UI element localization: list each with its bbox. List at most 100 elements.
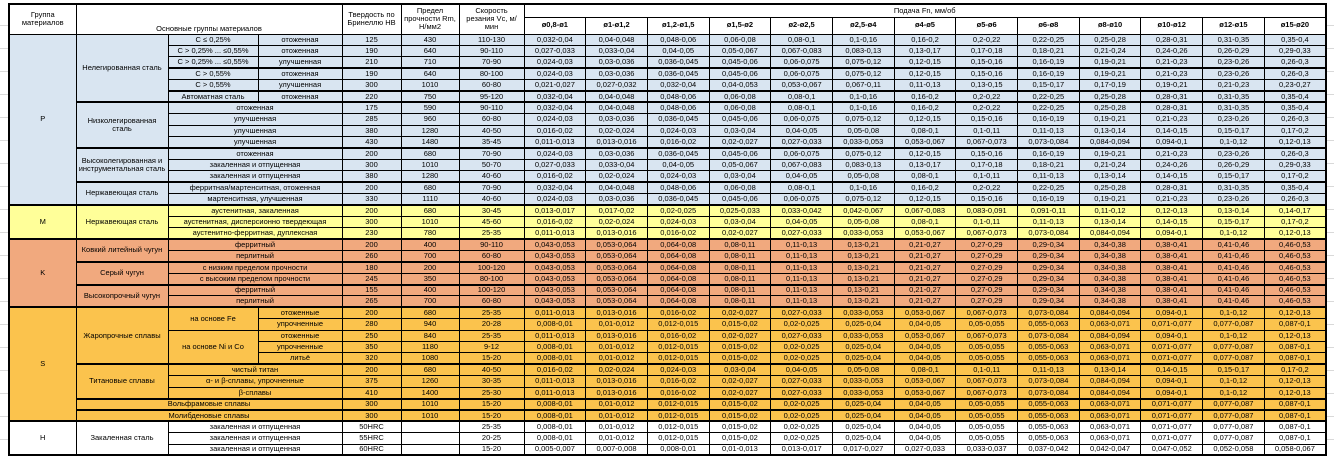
material-cell: 15-20	[458, 443, 525, 456]
feed-cell: 0,29-0,34	[1017, 272, 1080, 286]
material-cell: 400	[400, 283, 460, 297]
feed-cell: 0,075-0,12	[831, 113, 895, 126]
feed-cell: 0,045-0,06	[708, 56, 772, 69]
feed-cell: 0,032-0,04	[523, 101, 587, 115]
feed-cell: 0,04-0,05	[893, 318, 957, 331]
feed-cell: 0,083-0,13	[831, 158, 895, 172]
material-row: аустенитная, дисперсионно твердеющая 300 1…	[9, 215, 1327, 229]
feed-cell: 0,043-0,053	[523, 237, 587, 251]
feed-cell: 0,01-0,012	[585, 408, 648, 422]
feed-cell: 0,05-0,067	[708, 44, 772, 58]
material-cell: 200	[341, 181, 402, 194]
feed-cell: 0,008-0,01	[523, 397, 587, 411]
right-gridline-gutter	[1325, 3, 1334, 458]
material-cell: улучшенная	[257, 56, 343, 69]
feed-cell: 0,12-0,13	[1263, 386, 1327, 400]
material-cell: 300	[341, 158, 402, 172]
feed-cell: 0,26-0,29	[1202, 44, 1265, 58]
feed-cell: 0,091-0,11	[1017, 203, 1080, 217]
feed-cell: 0,025-0,04	[831, 408, 895, 422]
feed-cell: 0,46-0,53	[1263, 237, 1327, 251]
feed-cell: 0,01-0,012	[585, 341, 648, 354]
feed-cell: 0,17-0,18	[955, 158, 1019, 172]
feed-cell: 0,31-0,35	[1202, 101, 1265, 115]
feed-cell: 0,05-0,08	[831, 215, 895, 229]
material-cell: 260	[341, 249, 402, 263]
feed-cell: 0,071-0,077	[1140, 432, 1204, 445]
feed-cell: 0,2-0,22	[955, 33, 1019, 46]
feed-cell: 0,41-0,46	[1202, 272, 1265, 286]
feed-cell: 0,011-0,013	[523, 135, 587, 149]
feed-cell: 0,21-0,23	[1140, 192, 1204, 206]
feed-cell: 0,11-0,13	[1017, 363, 1080, 377]
feed-cell: 0,03-0,04	[708, 170, 772, 183]
feed-cell: 0,21-0,24	[1078, 158, 1142, 172]
feed-cell: 0,02-0,027	[708, 386, 772, 400]
feed-cell: 0,094-0,1	[1140, 135, 1204, 149]
feed-cell: 0,29-0,34	[1017, 295, 1080, 308]
feed-cell: 0,16-0,2	[893, 101, 957, 115]
diameter-header: ø1,5-ø2	[708, 16, 772, 35]
material-cell: Нелегированная сталь	[75, 33, 169, 103]
material-cell: 25-35	[458, 227, 525, 240]
material-cell: Серый чугун	[75, 260, 169, 286]
feed-cell: 0,017-0,027	[831, 443, 895, 456]
feed-cell: 0,053-0,067	[893, 386, 957, 400]
feed-cell: 0,033-0,053	[831, 227, 895, 240]
feed-cell: 0,12-0,13	[1263, 306, 1327, 320]
material-cell: 70-90	[458, 56, 525, 69]
feed-cell: 0,027-0,033	[770, 386, 833, 400]
material-row: мартенситная, улучшенная 330 1110 40-60 0,02…	[9, 192, 1327, 206]
feed-cell: 0,06-0,08	[708, 89, 772, 103]
material-cell: закаленная и отпущенная	[167, 158, 343, 172]
diameter-header: ø15-ø20	[1263, 16, 1327, 35]
feed-cell: 0,094-0,1	[1140, 329, 1204, 343]
feed-cell: 0,03-0,04	[708, 215, 772, 229]
material-cell: 60HRC	[341, 443, 402, 456]
material-cell: перлитный	[167, 249, 343, 263]
feed-cell: 0,042-0,047	[1078, 443, 1142, 456]
speed-column-header: Скорость резания Vc, м/мин	[458, 3, 525, 35]
material-cell: Титановые сплавы	[75, 363, 169, 400]
feed-cell: 0,04-0,053	[708, 79, 772, 92]
feed-cell: 0,46-0,53	[1263, 249, 1327, 263]
feed-cell: 0,016-0,02	[523, 124, 587, 138]
material-cell: Высоколегированная и инструментальная ст…	[75, 146, 169, 183]
feed-cell: 0,013-0,016	[585, 227, 648, 240]
feed-cell: 0,13-0,14	[1078, 215, 1142, 229]
material-cell: отоженная	[167, 101, 343, 115]
feed-cell: 0,04-0,05	[893, 341, 957, 354]
feed-cell: 0,11-0,13	[770, 249, 833, 263]
feed-cell: 0,15-0,16	[955, 113, 1019, 126]
feed-cell: 0,055-0,063	[1017, 432, 1080, 445]
material-cell: 60-80	[458, 79, 525, 92]
material-cell: чистый титан	[167, 363, 343, 377]
feed-cell: 0,04-0,05	[770, 215, 833, 229]
material-row: S Жаропрочные сплавы на основе Fe отоженные…	[8, 306, 1327, 422]
material-cell: 640	[400, 44, 460, 58]
material-cell: 940	[400, 318, 460, 331]
material-cell: 70-90	[458, 181, 525, 194]
feed-cell: 0,16-0,19	[1017, 67, 1080, 81]
feed-cell: 0,04-0,048	[585, 33, 648, 46]
feed-cell: 0,16-0,19	[1017, 192, 1080, 206]
feed-cell: 0,016-0,02	[523, 215, 587, 229]
feed-cell: 0,015-0,02	[708, 341, 772, 354]
feed-cell: 0,043-0,053	[523, 260, 587, 274]
feed-cell: 0,053-0,064	[585, 249, 648, 263]
feed-cell: 0,084-0,094	[1078, 227, 1142, 240]
feed-cell: 0,027-0,033	[770, 329, 833, 343]
material-cell: литьё	[257, 352, 343, 365]
feed-cell: 0,1-0,11	[955, 124, 1019, 138]
feed-cell: 0,23-0,26	[1202, 146, 1265, 160]
material-row: на основе Ni и Co отоженные 250 840 25-35 0,0…	[9, 329, 1327, 365]
feed-cell: 0,13-0,15	[955, 79, 1019, 92]
feed-cell: 0,033-0,04	[585, 158, 648, 172]
feed-cell: 0,21-0,23	[1140, 56, 1204, 69]
feed-cell: 0,071-0,077	[1140, 318, 1204, 331]
feed-cell: 0,04-0,05	[893, 408, 957, 422]
material-cell: аустенитная, закаленная	[167, 203, 343, 217]
feed-cell: 0,012-0,015	[646, 408, 710, 422]
feed-cell: 0,063-0,071	[1078, 420, 1142, 434]
feed-cell: 0,01-0,012	[585, 318, 648, 331]
